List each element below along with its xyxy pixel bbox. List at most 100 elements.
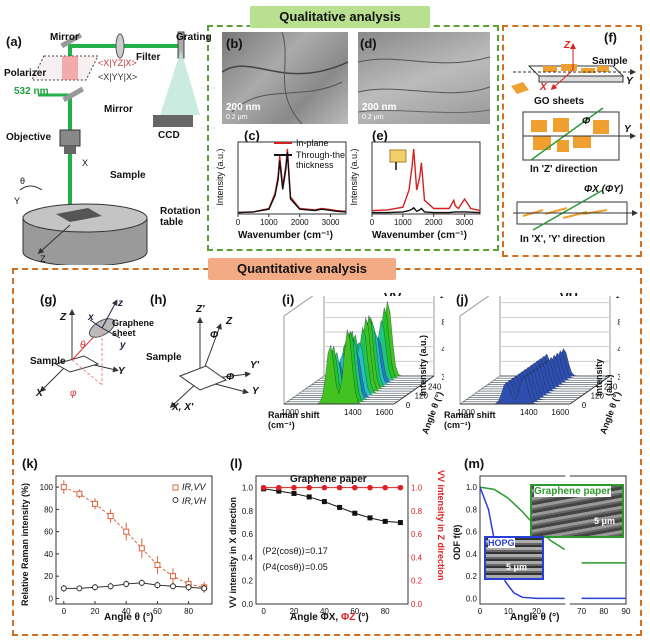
chart-l-point-x: [321, 499, 327, 505]
micrograph-b-texture: [222, 32, 348, 124]
m-scale2: 5 μm: [506, 562, 528, 572]
label-f-sample: Sample: [592, 56, 628, 67]
label-f-x: X: [540, 82, 547, 93]
chart-l-point-z: [291, 484, 297, 491]
label-rotation-table: Rotation table: [160, 206, 201, 228]
chart-l-xtick-label: 20: [290, 607, 299, 616]
surface-ztick-i: 80: [442, 318, 444, 327]
xlabel-c: Wavenumber (cm⁻¹): [238, 230, 333, 241]
chart-k-ytick-label: 20: [44, 572, 53, 581]
chart-l-xtick-label: 0: [261, 607, 266, 616]
panel-label-j: (j): [456, 292, 469, 307]
label-g-graphene: Graphene sheet: [112, 318, 155, 338]
chart-k-point-vv: [92, 500, 98, 507]
m-graphene-label: Graphene paper: [534, 486, 611, 497]
spectrum-tick-label-c: 0: [236, 218, 241, 227]
k-legend-vv: IR,VV: [182, 482, 206, 492]
chart-k-point-vv: [170, 573, 176, 580]
chart-k-ytick-label: 40: [44, 550, 53, 559]
chart-m-ytick-label: 0.0: [466, 594, 478, 603]
spectra-plots: 0 1000 2000 3000 0 1000 2000 3000: [236, 141, 481, 227]
surface-plot-vh: 040801200120240360100014001600: [457, 296, 620, 417]
label-h-phi: Φ: [210, 330, 219, 341]
label-g-theta: θ: [80, 340, 86, 351]
chart-l-point-x: [306, 494, 312, 500]
label-ccd: CCD: [158, 130, 180, 141]
chart-l-point-z: [336, 484, 343, 491]
label-g-y: y: [120, 340, 126, 351]
chart-l-ytick-label-right: 0.2: [411, 577, 423, 586]
surface-rtick-i: 1600: [375, 408, 393, 417]
label-f-inxy: In 'X', 'Y' direction: [520, 234, 606, 245]
chart-m: 0 10 20 70 80 90 0.0 0.2 0.4 0.6 0.8 1.0: [466, 474, 631, 616]
panel-f-diagram: [511, 43, 638, 231]
label-axis-y: Y: [14, 196, 21, 206]
l-p2: ⟨P2(cosθ)⟩=0.17: [262, 546, 328, 556]
surface-rtick-i: 1400: [344, 408, 362, 417]
surface-axis-angle-j: [569, 375, 611, 405]
chart-m-xtick-label: 0: [478, 607, 483, 616]
chart-l-fit-x: [263, 488, 401, 524]
chart-k-ytick-label: 100: [40, 483, 54, 492]
surface-side-wall-j: [459, 296, 501, 405]
inset-swatch-e: [389, 149, 407, 163]
chart-k-point-vv: [60, 484, 67, 491]
label-h-y1: Y': [250, 360, 260, 371]
micrograph-d: [358, 32, 490, 124]
chart-k-point-vv: [138, 545, 145, 552]
chart-k-ytick-label: 0: [49, 594, 54, 603]
chart-m-ytick-label: 0.4: [466, 550, 478, 559]
label-polarizer: Polarizer: [4, 68, 47, 79]
panel-h-diagram: [169, 317, 251, 409]
l-xlabel-a: Angle ΦX,: [290, 612, 341, 623]
panel-label-k: (k): [22, 456, 38, 471]
chart-k-legend-marker-vh: [172, 497, 179, 503]
surface-atick-i: 240: [428, 382, 442, 391]
label-mirror-mid: Mirror: [104, 104, 133, 115]
label-f-phi: Φ: [582, 116, 591, 127]
chart-l-point-x: [337, 504, 343, 510]
chart-l-ytick-label: 1.0: [242, 484, 254, 493]
chart-k-frame: [55, 475, 213, 605]
chart-k-point-vh: [76, 585, 83, 592]
chart-l-ytick-label-right: 0.6: [411, 530, 423, 539]
chart-l-xtick-label: 40: [320, 607, 329, 616]
chart-l-point-z: [276, 484, 282, 491]
chart-l-point-x: [352, 510, 358, 516]
surface-atick-j: 240: [604, 382, 618, 391]
chart-k-point-vh: [123, 580, 130, 587]
chart-k-point-vh: [185, 584, 192, 591]
panel-label-l: (l): [230, 456, 243, 471]
chart-l-ytick-label: 0.8: [242, 507, 254, 516]
spectrum-frame-e: [371, 141, 481, 215]
panel-label-e: (e): [372, 128, 388, 143]
chart-k-ytick-label: 80: [44, 505, 53, 514]
surface-atick-i: 360: [441, 373, 444, 382]
panel-label-c: (c): [244, 128, 260, 143]
scale-b: 200 nm: [226, 102, 261, 113]
chart-l-ytick-label: 0.6: [242, 530, 254, 539]
chart-l-xtick-label: 80: [381, 607, 390, 616]
label-pol2: <X|YY|X>: [98, 72, 138, 82]
quantitative-title: Quantitative analysis: [208, 258, 396, 280]
l-title: Graphene paper: [290, 474, 367, 485]
label-h-z2: Z: [226, 316, 233, 327]
chart-m-ytick-label: 0.6: [466, 528, 478, 537]
spectrum-tick-label-e: 3000: [456, 218, 474, 227]
chart-l-point-x: [367, 515, 373, 521]
chart-k-xtick-label: 80: [184, 607, 193, 616]
panel-label-h: (h): [150, 292, 167, 307]
label-g-x: x: [88, 312, 94, 323]
chart-k-ytick-label: 60: [44, 528, 53, 537]
m-scale: 5 μm: [594, 516, 616, 526]
chart-m-ytick-label: 0.2: [466, 572, 478, 581]
chart-l-ytick-label-right: 0.0: [411, 600, 423, 609]
panel-label-f: (f): [604, 30, 617, 45]
l-p4: ⟨P4(cosθ)⟩=0.05: [262, 562, 328, 572]
l-xlabel: Angle ΦX, ΦZ (°): [290, 612, 369, 623]
chart-k-point-vh: [201, 585, 208, 592]
label-h-xx: X, X': [172, 402, 194, 413]
chart-l-point-z: [352, 484, 358, 491]
label-g-Y: Y: [118, 366, 125, 377]
legend-through: Through-the thickness: [296, 150, 346, 170]
